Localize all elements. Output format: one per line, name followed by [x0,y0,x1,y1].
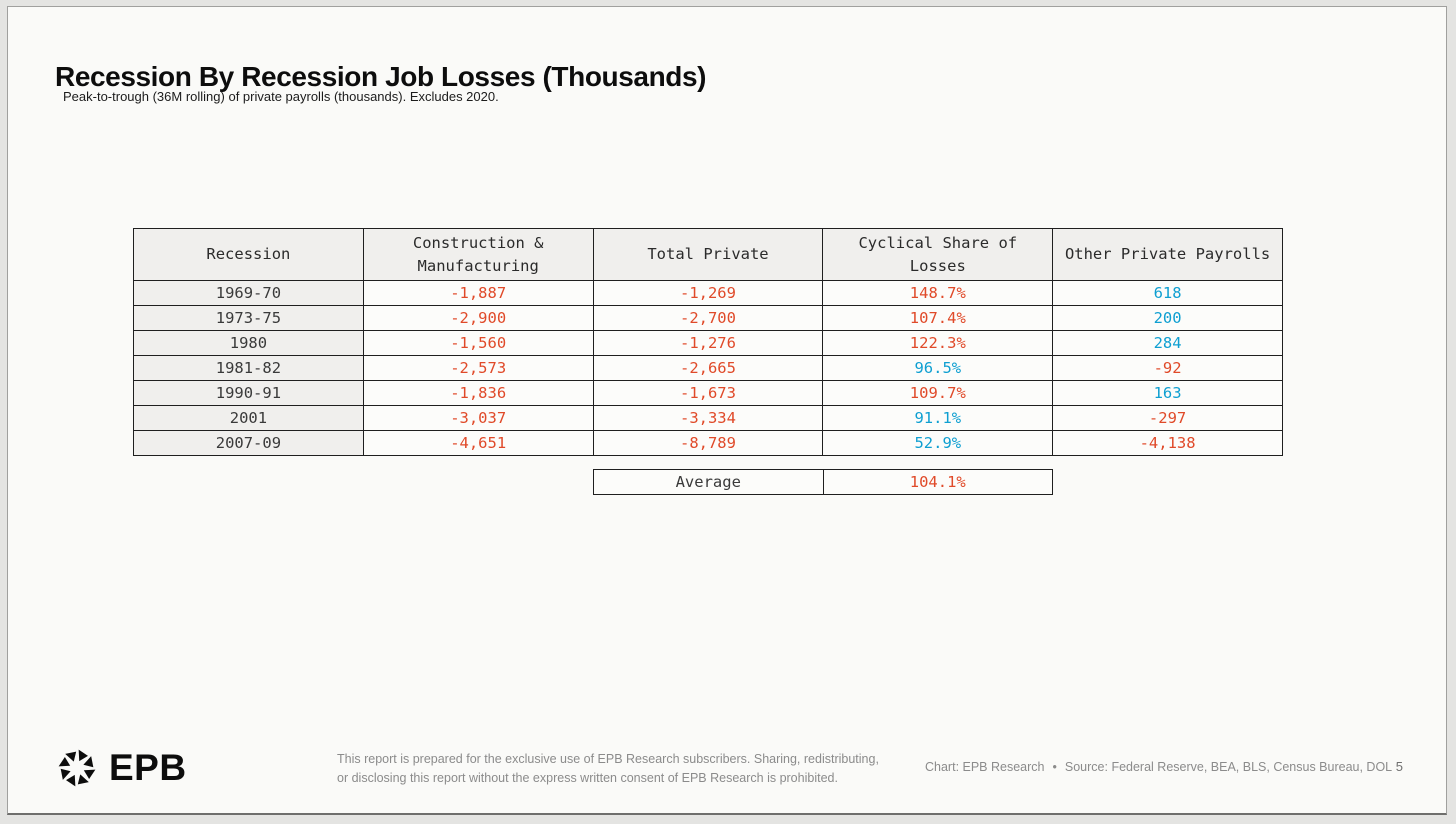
value-cell: -4,651 [362,430,594,456]
average-table: Average 104.1% [593,469,1053,495]
row-header-cell: 1981-82 [133,355,364,381]
epb-logo-text: EPB [109,747,187,788]
row-header-cell: 1980 [133,330,364,356]
disclaimer-text: This report is prepared for the exclusiv… [337,750,879,788]
value-cell: -92 [1052,355,1283,381]
value-cell: 96.5% [822,355,1054,381]
value-cell: 52.9% [822,430,1054,456]
column-header-cyclical-share: Cyclical Share of Losses [822,228,1054,281]
epb-logo: EPB [55,746,187,790]
page-subtitle: Peak-to-trough (36M rolling) of private … [63,89,499,104]
value-cell: -1,887 [362,280,594,306]
table-row: 1973-75 -2,900 -2,700 107.4% 200 [133,305,1283,331]
page-title: Recession By Recession Job Losses (Thous… [55,60,707,92]
value-cell: -4,138 [1052,430,1283,456]
column-header-construction-manufacturing: Construction & Manufacturing [362,228,594,281]
row-header-cell: 2007-09 [133,430,364,456]
table-row: 1980 -1,560 -1,276 122.3% 284 [133,330,1283,356]
credit-source: Source: Federal Reserve, BEA, BLS, Censu… [1064,760,1393,774]
value-cell: 284 [1052,330,1283,356]
average-row: Average 104.1% [593,469,1053,495]
value-cell: 122.3% [822,330,1054,356]
value-cell: 163 [1052,380,1283,406]
value-cell: -8,789 [592,430,824,456]
column-header-other-private: Other Private Payrolls [1052,228,1283,281]
table-row: 2001 -3,037 -3,334 91.1% -297 [133,405,1283,431]
value-cell: -2,700 [592,305,824,331]
value-cell: -2,900 [362,305,594,331]
disclaimer-line-1: This report is prepared for the exclusiv… [337,752,879,766]
row-header-cell: 1973-75 [133,305,364,331]
value-cell: -2,573 [362,355,594,381]
table-body: 1969-70 -1,887 -1,269 148.7% 618 1973-75 -2,90… [133,280,1283,456]
table-row: 1969-70 -1,887 -1,269 148.7% 618 [133,280,1283,306]
disclaimer-line-2: or disclosing this report without the ex… [337,771,838,785]
value-cell: 148.7% [822,280,1054,306]
table-row: 1981-82 -2,573 -2,665 96.5% -92 [133,355,1283,381]
row-header-cell: 2001 [133,405,364,431]
value-cell: -3,334 [592,405,824,431]
column-header-total-private: Total Private [592,228,824,281]
value-cell: -3,037 [362,405,594,431]
value-cell: 200 [1052,305,1283,331]
credit-separator-dot: • [1052,760,1057,774]
value-cell: 107.4% [822,305,1054,331]
value-cell: -2,665 [592,355,824,381]
value-cell: -1,836 [362,380,594,406]
row-header-cell: 1990-91 [133,380,364,406]
table-header: Recession Construction & Manufacturing T… [133,228,1283,281]
value-cell: 618 [1052,280,1283,306]
average-label: Average [593,469,824,495]
table-row: 2007-09 -4,651 -8,789 52.9% -4,138 [133,430,1283,456]
recession-job-losses-table: Recession Construction & Manufacturing T… [133,228,1283,456]
table-row: 1990-91 -1,836 -1,673 109.7% 163 [133,380,1283,406]
column-header-recession: Recession [133,228,364,281]
average-value: 104.1% [822,469,1053,495]
page-number: 5 [1395,759,1403,774]
value-cell: -1,673 [592,380,824,406]
epb-burst-icon [58,749,96,787]
table-header-row: Recession Construction & Manufacturing T… [133,228,1283,281]
value-cell: 91.1% [822,405,1054,431]
value-cell: -1,560 [362,330,594,356]
footer-right: Chart: EPB Research • Source: Federal Re… [925,759,1403,774]
value-cell: -297 [1052,405,1283,431]
credit-line: Chart: EPB Research • Source: Federal Re… [925,760,1392,774]
credit-chart: Chart: EPB Research [925,760,1045,774]
value-cell: -1,276 [592,330,824,356]
value-cell: 109.7% [822,380,1054,406]
value-cell: -1,269 [592,280,824,306]
row-header-cell: 1969-70 [133,280,364,306]
